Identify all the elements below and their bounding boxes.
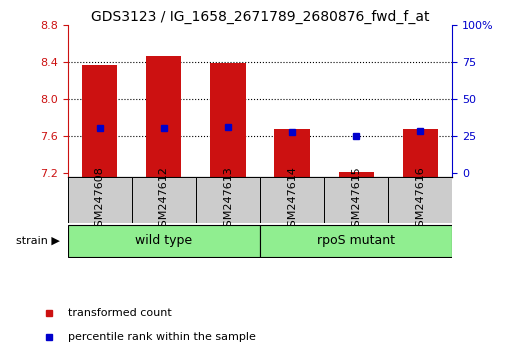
Text: GSM247608: GSM247608 <box>95 166 105 234</box>
Text: percentile rank within the sample: percentile rank within the sample <box>68 332 256 342</box>
Bar <box>210 63 245 177</box>
Title: GDS3123 / IG_1658_2671789_2680876_fwd_f_at: GDS3123 / IG_1658_2671789_2680876_fwd_f_… <box>91 10 429 24</box>
Text: GSM247612: GSM247612 <box>159 166 169 234</box>
Bar <box>339 172 374 177</box>
Text: strain ▶: strain ▶ <box>16 236 60 246</box>
Text: GSM247615: GSM247615 <box>351 166 361 234</box>
Text: GSM247614: GSM247614 <box>287 166 297 234</box>
Text: transformed count: transformed count <box>68 308 172 318</box>
Text: GSM247613: GSM247613 <box>223 166 233 234</box>
Bar <box>68 177 132 223</box>
Bar <box>68 225 260 257</box>
Bar <box>260 177 324 223</box>
Bar <box>275 129 310 177</box>
Text: wild type: wild type <box>135 234 192 247</box>
Bar <box>324 177 388 223</box>
Bar <box>402 129 438 177</box>
Bar <box>260 225 452 257</box>
Bar <box>82 65 118 177</box>
Bar <box>132 177 196 223</box>
Bar <box>388 177 452 223</box>
Text: rpoS mutant: rpoS mutant <box>317 234 395 247</box>
Text: GSM247616: GSM247616 <box>415 166 425 234</box>
Bar <box>146 56 181 177</box>
Bar <box>196 177 260 223</box>
